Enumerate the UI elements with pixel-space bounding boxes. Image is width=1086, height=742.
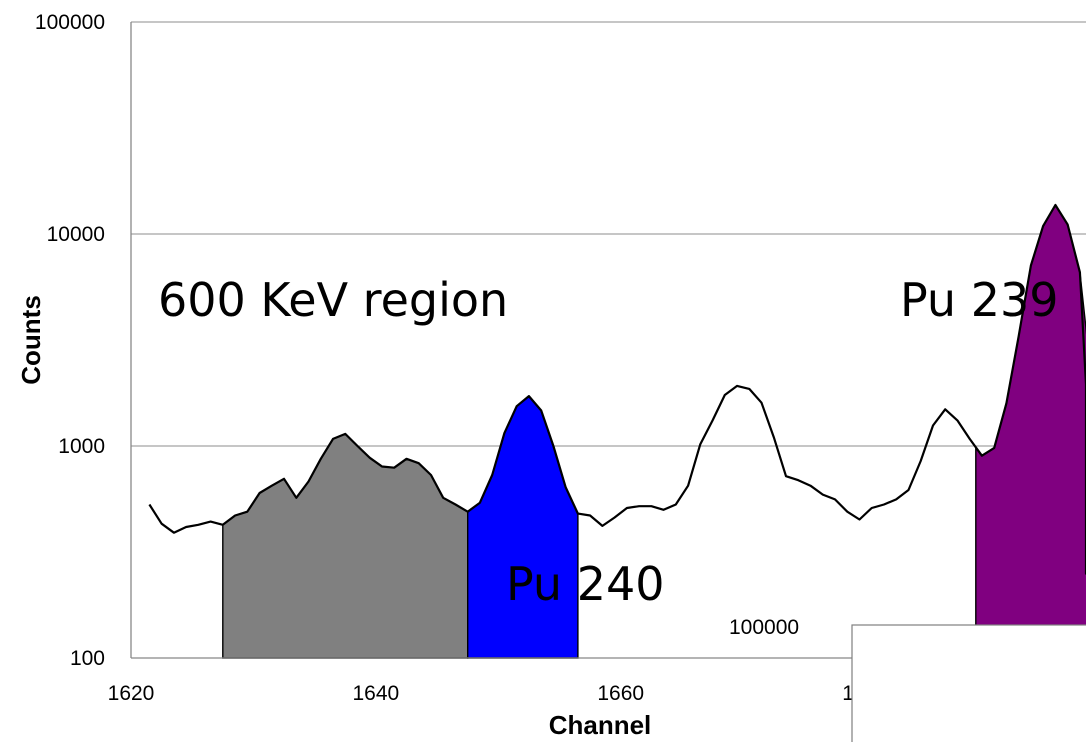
region-1 bbox=[467, 395, 579, 659]
x-tick-label-0: 1620 bbox=[108, 682, 155, 705]
y-tick-label-3: 100 bbox=[70, 647, 105, 670]
x-tick-label-1: 1640 bbox=[353, 682, 400, 705]
stray-label-100000: 100000 bbox=[729, 616, 799, 639]
region-0 bbox=[222, 433, 469, 659]
y-tick-label-1: 10000 bbox=[47, 223, 105, 246]
spectrum-line bbox=[148, 203, 1086, 575]
annotation-600kev-region: 600 KeV region bbox=[158, 273, 508, 327]
x-tick-labels: 1620164016601680 bbox=[108, 682, 889, 705]
spectrum-line-group bbox=[148, 203, 1086, 575]
annotation-pu239: Pu 239 bbox=[900, 273, 1059, 327]
y-tick-label-2: 1000 bbox=[58, 435, 105, 458]
x-tick-label-2: 1660 bbox=[597, 682, 644, 705]
overlay-inset-box bbox=[851, 624, 1086, 742]
x-axis-title: Channel bbox=[549, 710, 652, 740]
y-axis-title: Counts bbox=[16, 295, 46, 385]
y-tick-label-0: 100000 bbox=[35, 11, 105, 34]
annotation-pu240: Pu 240 bbox=[506, 557, 665, 611]
shaded-regions bbox=[222, 203, 1086, 659]
y-tick-labels: 100000 10000 1000 100 bbox=[35, 11, 105, 670]
